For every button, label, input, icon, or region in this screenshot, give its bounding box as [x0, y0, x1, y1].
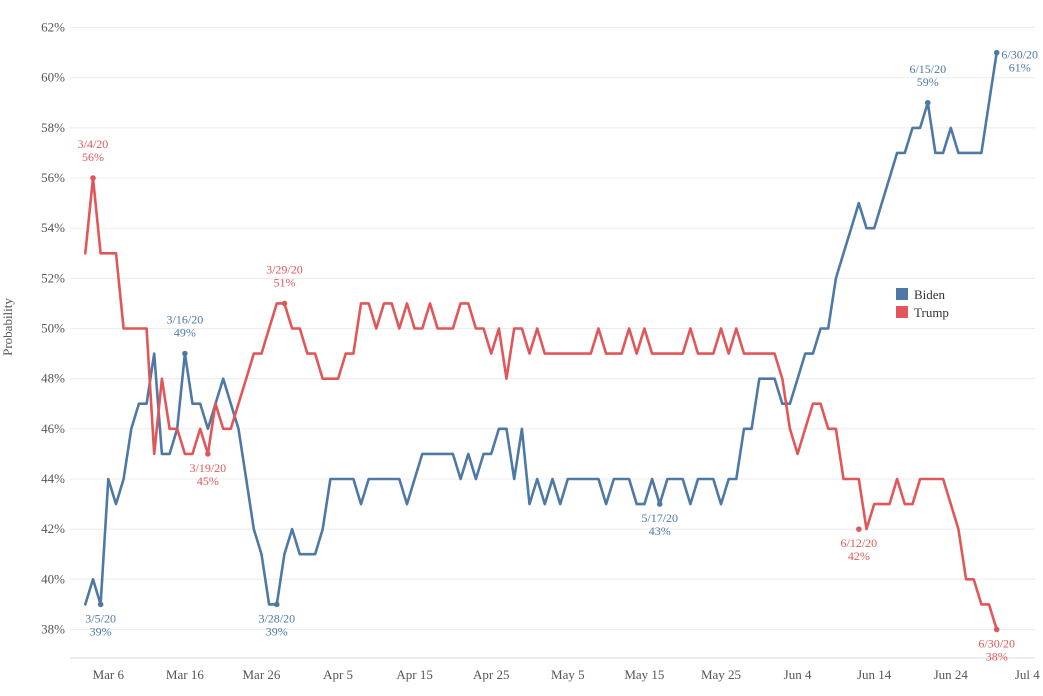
y-tick-label: 58% — [41, 120, 65, 135]
annotation-date-label: 6/15/20 — [909, 62, 946, 76]
gridlines — [70, 27, 1035, 630]
annotation-marker — [656, 501, 663, 507]
y-tick-label: 62% — [41, 20, 65, 35]
y-tick-label: 52% — [41, 270, 65, 285]
annotation-value-label: 61% — [1009, 61, 1031, 75]
x-tick-label: Jun 4 — [784, 667, 812, 682]
annotation-value-label: 45% — [197, 474, 219, 488]
y-tick-label: 42% — [41, 521, 65, 536]
annotation-value-label: 42% — [848, 549, 870, 563]
annotation-date-label: 6/30/20 — [1001, 48, 1038, 62]
annotation-marker — [924, 99, 931, 106]
annotation-date-label: 3/28/20 — [258, 611, 295, 625]
y-tick-label: 60% — [41, 70, 65, 85]
annotation-date-label: 3/5/20 — [85, 611, 116, 625]
y-tick-label: 44% — [41, 471, 65, 486]
annotation-marker — [856, 526, 862, 532]
annotation-value-label: 56% — [82, 150, 104, 164]
y-tick-label: 46% — [41, 421, 65, 436]
y-tick-label: 54% — [41, 220, 65, 235]
annotation-date-label: 6/30/20 — [978, 636, 1015, 650]
y-tick-label: 48% — [41, 371, 65, 386]
annotation-marker — [90, 175, 96, 181]
y-tick-label: 50% — [41, 321, 65, 336]
legend: Biden Trump — [896, 287, 949, 320]
annotation-value-label: 39% — [266, 624, 288, 638]
x-tick-label: May 15 — [624, 667, 664, 682]
annotation-marker — [205, 451, 211, 457]
annotation-marker — [273, 601, 280, 608]
x-tick-label: Jul 4 — [1015, 667, 1040, 682]
x-tick-label: Apr 15 — [396, 667, 432, 682]
series-line-biden — [84, 51, 998, 606]
x-tick-label: Jun 14 — [857, 667, 892, 682]
legend-swatch-biden — [896, 288, 908, 300]
annotation-date-label: 3/4/20 — [78, 137, 109, 151]
x-tick-label: Mar 26 — [243, 667, 281, 682]
x-tick-label: May 5 — [551, 667, 585, 682]
series-line-trump — [84, 176, 998, 631]
annotation-value-label: 38% — [986, 649, 1008, 663]
annotation-value-label: 49% — [174, 326, 196, 340]
annotation-marker — [281, 300, 288, 307]
x-tick-label: Apr 5 — [323, 667, 353, 682]
y-tick-label: 56% — [41, 170, 65, 185]
legend-swatch-trump — [896, 306, 908, 318]
x-tick-label: Jun 24 — [934, 667, 969, 682]
y-tick-label: 40% — [41, 571, 65, 586]
series-lines — [84, 51, 998, 631]
annotation-date-label: 5/17/20 — [641, 511, 678, 525]
annotation-date-label: 3/16/20 — [167, 313, 204, 327]
axes: Probability 38% 40% 42% 44% 46% 48% 50% 52% 54% 5… — [0, 20, 1040, 682]
annotation-date-label: 3/19/20 — [190, 461, 227, 475]
annotation-value-label: 51% — [273, 275, 295, 289]
annotation-marker — [97, 601, 104, 608]
y-axis-title: Probability — [0, 298, 15, 356]
y-tick-label: 38% — [41, 621, 65, 636]
annotation-value-label: 43% — [649, 524, 671, 538]
x-tick-label: Mar 16 — [166, 667, 204, 682]
annotation-marker — [182, 350, 188, 357]
x-tick-label: Apr 25 — [473, 667, 509, 682]
x-tick-label: May 25 — [701, 667, 741, 682]
annotation-value-label: 59% — [917, 75, 939, 89]
x-tick-label: Mar 6 — [93, 667, 125, 682]
annotation-date-label: 3/29/20 — [266, 262, 303, 276]
annotation-date-label: 6/12/20 — [841, 536, 878, 550]
annotations: 3/4/2056%3/5/2039%3/16/2049%3/19/2045%3/… — [78, 48, 1038, 664]
legend-label-trump: Trump — [914, 305, 949, 320]
annotation-marker — [993, 49, 1000, 56]
annotation-value-label: 39% — [90, 624, 112, 638]
legend-label-biden: Biden — [914, 287, 946, 302]
annotation-marker — [993, 626, 1000, 633]
